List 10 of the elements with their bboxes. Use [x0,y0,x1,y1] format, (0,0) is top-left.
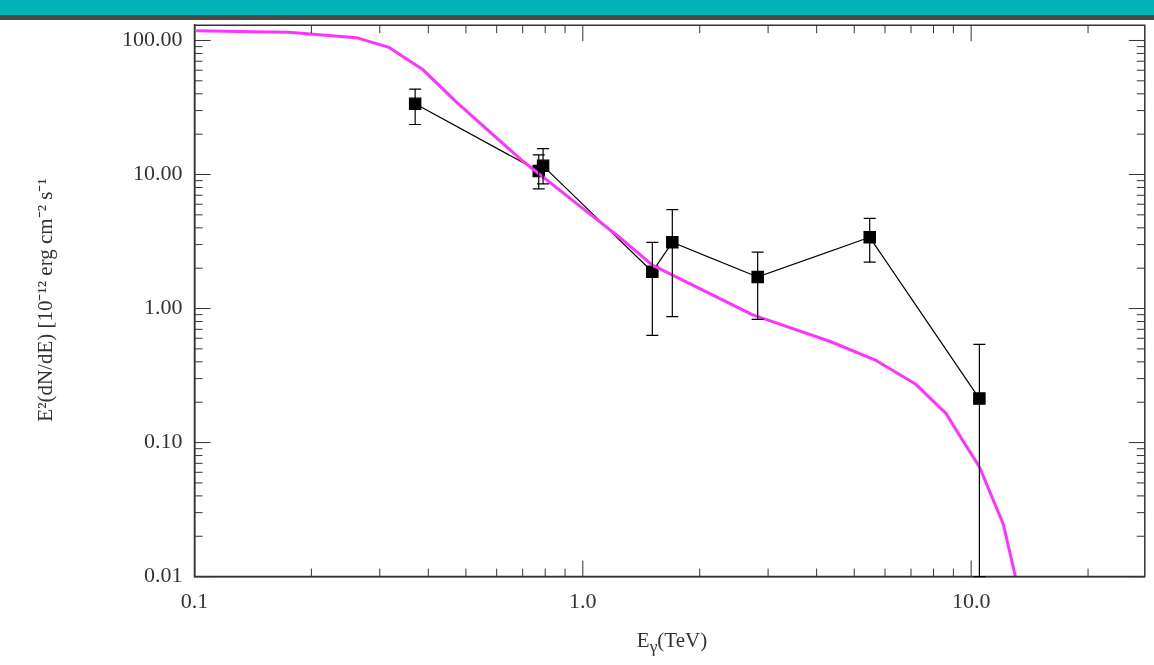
y-axis-title: E²(dN/dE) [10⁻¹² erg cm⁻² s⁻¹ [32,178,58,422]
y-tick-label: 1.00 [144,294,183,320]
y-tick-label: 0.01 [144,562,183,588]
y-tick-label: 0.10 [144,428,183,454]
y-tick-label: 10.00 [133,160,183,186]
x-tick-label: 0.1 [180,587,209,613]
y-tick-label: 100.00 [122,26,183,52]
x-tick-label: 1.0 [569,587,597,613]
x-axis-title: E$_{γ}$(TeV) [635,628,709,658]
x-tick-label: 10.0 [951,587,991,613]
